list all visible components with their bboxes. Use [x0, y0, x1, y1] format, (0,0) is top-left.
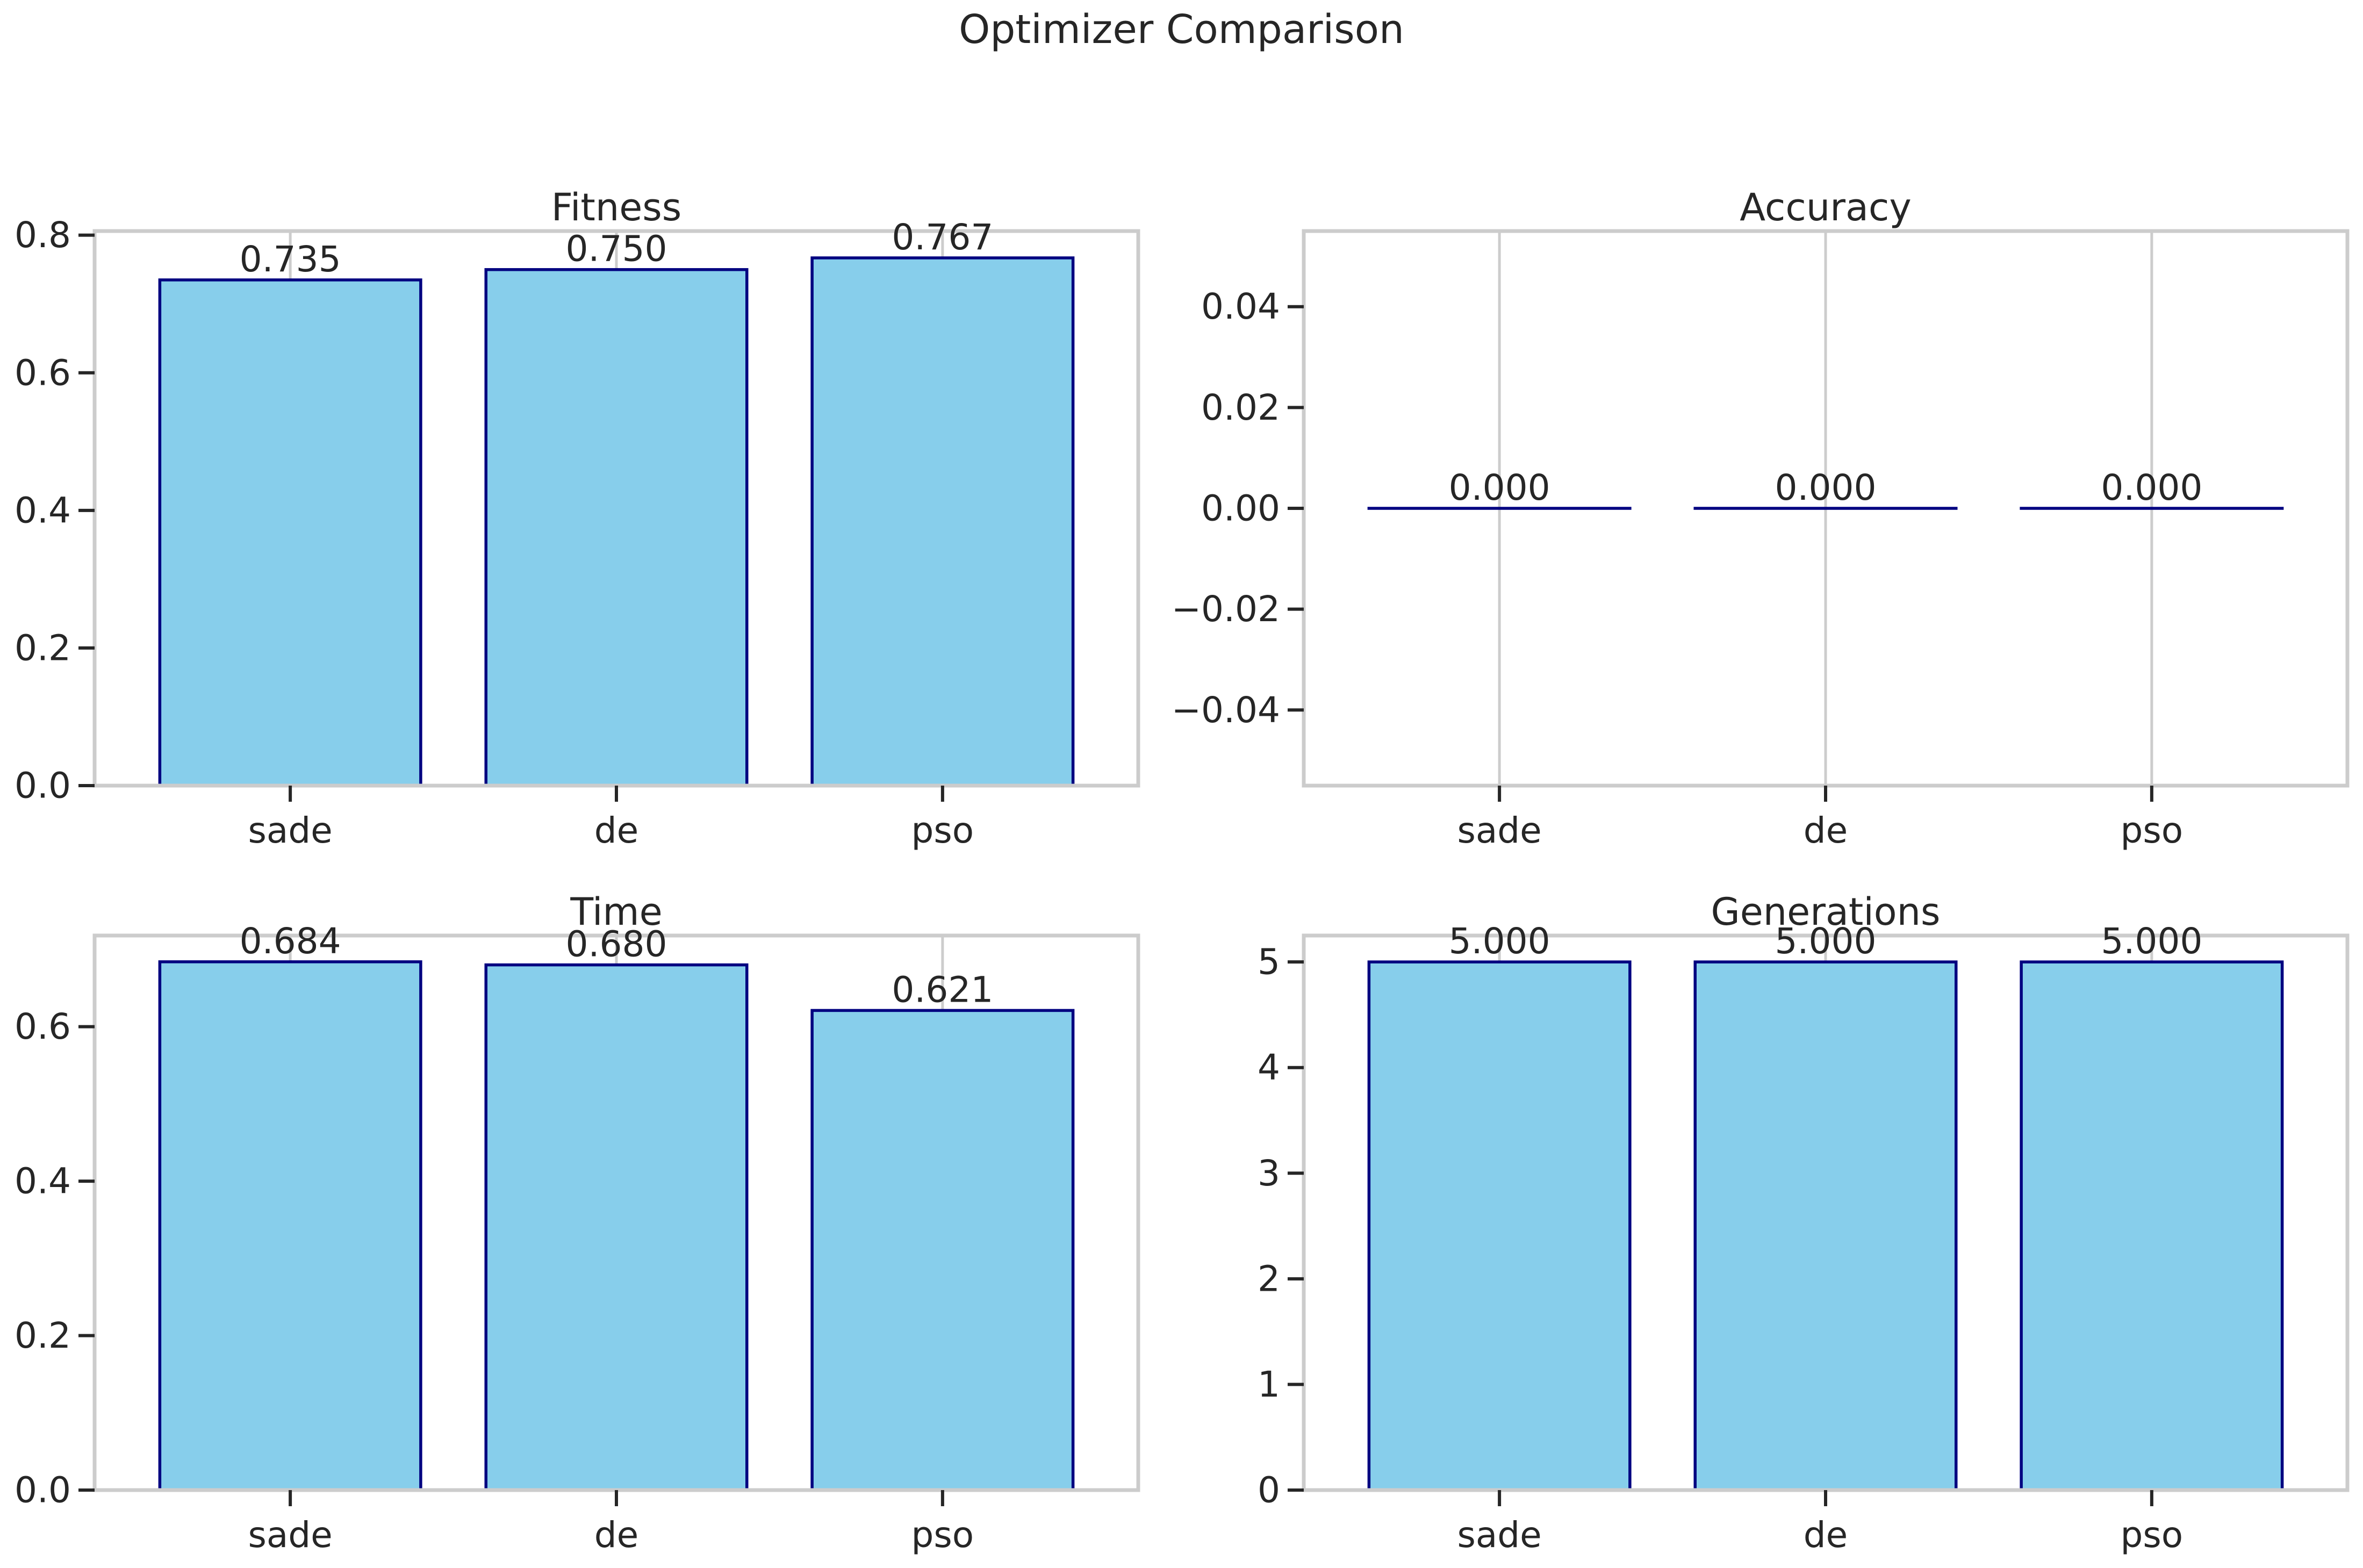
- x-tick-label-de: de: [594, 810, 639, 851]
- subplot-title: Accuracy: [1740, 185, 1912, 229]
- data-label: 5.000: [2101, 920, 2202, 962]
- data-label: 0.735: [240, 239, 341, 280]
- x-tick-label-de: de: [1804, 810, 1848, 851]
- data-label: 0.621: [892, 969, 993, 1010]
- x-tick-label-de: de: [594, 1514, 639, 1556]
- y-tick-label: 2: [1258, 1258, 1280, 1299]
- bar-sade: [158, 960, 422, 1492]
- y-tick-label: 0: [1258, 1470, 1280, 1511]
- y-tick-label: 0.8: [15, 214, 71, 256]
- data-label: 0.684: [240, 920, 341, 962]
- x-tick-label-pso: pso: [2121, 810, 2184, 851]
- data-label: 0.000: [2101, 467, 2202, 508]
- bar-de: [484, 963, 749, 1492]
- y-tick-label: 0.2: [15, 627, 71, 668]
- y-tick-label: −0.02: [1172, 588, 1280, 630]
- subplot-title: Fitness: [551, 185, 681, 229]
- bar-de: [1693, 960, 1958, 1492]
- figure-title: Optimizer Comparison: [959, 6, 1404, 53]
- y-tick-label: 3: [1258, 1153, 1280, 1194]
- y-tick-label: 5: [1258, 941, 1280, 983]
- x-tick-label-sade: sade: [1457, 1514, 1541, 1556]
- y-tick-label: 1: [1258, 1364, 1280, 1405]
- data-label: 0.750: [566, 228, 667, 270]
- x-tick-label-de: de: [1804, 1514, 1848, 1556]
- bar-sade: [1367, 960, 1632, 1492]
- bar-pso: [810, 1009, 1075, 1492]
- bar-de: [484, 268, 749, 787]
- bar-pso: [2020, 960, 2284, 1492]
- bar-sade: [158, 278, 422, 787]
- y-tick-label: 0.4: [15, 490, 71, 531]
- x-tick-label-pso: pso: [2121, 1514, 2184, 1556]
- y-tick-label: 0.02: [1201, 387, 1280, 428]
- data-label: 0.767: [892, 217, 993, 258]
- x-tick-label-sade: sade: [248, 810, 332, 851]
- y-tick-label: −0.04: [1172, 689, 1280, 731]
- y-tick-label: 0.4: [15, 1161, 71, 1202]
- y-tick-label: 0.04: [1201, 286, 1280, 327]
- y-tick-label: 0.00: [1201, 488, 1280, 529]
- data-label: 5.000: [1775, 920, 1877, 962]
- y-tick-label: 0.0: [15, 765, 71, 807]
- y-tick-label: 0.6: [15, 352, 71, 393]
- subplot-title: Generations: [1711, 890, 1941, 934]
- subplot-accuracy: −0.04 −0.02 0.00 0.02 0.04 sade de pso 0.000 0.00…: [1172, 185, 2350, 851]
- bar-pso: [810, 256, 1075, 787]
- y-tick-label: 0.2: [15, 1315, 71, 1356]
- subplot-fitness: 0.0 0.2 0.4 0.6 0.8 sade de pso 0.735 0.750 0.767 F…: [15, 185, 1140, 851]
- y-tick-label: 4: [1258, 1047, 1280, 1088]
- y-tick-label: 0.6: [15, 1006, 71, 1047]
- y-tick-label: 0.0: [15, 1470, 71, 1511]
- data-label: 0.000: [1775, 467, 1877, 508]
- x-tick-label-sade: sade: [1457, 810, 1541, 851]
- data-label: 0.000: [1449, 467, 1550, 508]
- subplot-title: Time: [570, 890, 662, 934]
- x-tick-label-sade: sade: [248, 1514, 332, 1556]
- x-tick-label-pso: pso: [911, 810, 974, 851]
- x-tick-label-pso: pso: [911, 1514, 974, 1556]
- data-label: 0.680: [566, 924, 667, 965]
- subplot-time: 0.0 0.2 0.4 0.6 sade de pso 0.684 0.680 0.621 Time: [15, 890, 1140, 1556]
- data-label: 5.000: [1449, 920, 1550, 962]
